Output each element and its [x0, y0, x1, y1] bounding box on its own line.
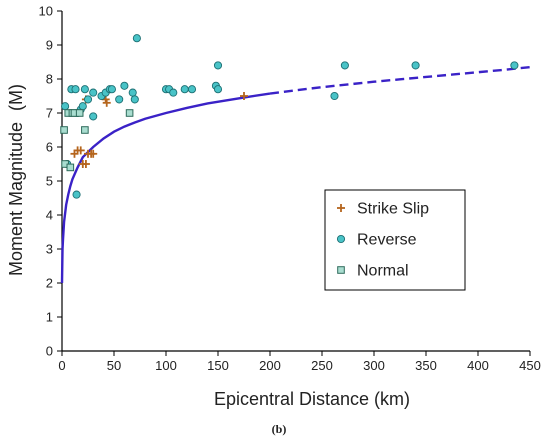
- normal-point: [66, 163, 75, 172]
- reverse-point: [80, 85, 89, 94]
- reverse-point: [411, 61, 420, 70]
- strike-slip-point: [89, 149, 98, 158]
- x-axis-title: Epicentral Distance (km): [214, 389, 410, 409]
- axes: 0 50 100 150 200 250 300 350 400 450 0 1 2 3 4 5 6 7 8 9 10: [39, 4, 541, 374]
- legend-label: Normal: [357, 263, 409, 280]
- y-tick-label: 6: [46, 140, 53, 155]
- reverse-point: [89, 88, 98, 97]
- reverse-point: [61, 102, 70, 111]
- strike-slip-point: [102, 98, 111, 107]
- x-tick-label: 400: [467, 358, 489, 373]
- y-tick-label: 7: [46, 106, 53, 121]
- y-axis-title: Moment Magnitude (M): [6, 84, 26, 276]
- y-tick-label: 4: [46, 208, 53, 223]
- strike-slip-point: [240, 92, 248, 100]
- x-tick-label: 150: [207, 358, 229, 373]
- reverse-point: [83, 95, 93, 104]
- reverse-point: [71, 85, 80, 94]
- x-tick-label: 350: [415, 358, 437, 373]
- legend-marker-reverse: [336, 234, 346, 244]
- legend-marker-strike-slip: [337, 204, 345, 212]
- reverse-point: [169, 88, 178, 97]
- y-axis-title-unit: (M): [6, 84, 26, 111]
- reverse-point: [213, 61, 223, 70]
- y-tick-label: 10: [39, 4, 53, 19]
- curve-solid-segment: [60, 92, 271, 284]
- reverse-point: [128, 88, 137, 97]
- reverse-point: [180, 85, 189, 94]
- reverse-point: [72, 190, 81, 199]
- normal-point: [81, 126, 89, 134]
- strike-slip-point: [81, 160, 90, 168]
- reverse-point: [213, 85, 223, 94]
- y-tick-label: 5: [46, 174, 53, 189]
- x-tick-label: 50: [107, 358, 121, 373]
- y-tick-label: 0: [46, 344, 53, 359]
- data-points: [60, 34, 519, 199]
- x-tick-label: 300: [363, 358, 385, 373]
- reverse-point: [340, 61, 349, 70]
- reverse-point: [78, 102, 87, 111]
- reverse-point: [132, 34, 141, 43]
- y-axis-title-main: Moment Magnitude: [6, 122, 26, 276]
- legend: Strike Slip Reverse Normal: [324, 189, 466, 291]
- strike-slip-point: [76, 146, 85, 155]
- y-tick-label: 3: [46, 242, 53, 257]
- legend-label: Reverse: [357, 232, 417, 249]
- reverse-point: [510, 61, 519, 70]
- reverse-point: [130, 95, 139, 104]
- x-tick-label: 450: [519, 358, 541, 373]
- y-tick-label: 8: [46, 72, 53, 87]
- magnitude-distance-curve: [60, 65, 531, 284]
- legend-marker-normal: [337, 266, 345, 274]
- x-tick-label: 100: [155, 358, 177, 373]
- reverse-point: [89, 112, 98, 121]
- reverse-point: [115, 95, 124, 104]
- legend-label: Strike Slip: [357, 201, 429, 218]
- legend-box: [324, 189, 466, 291]
- reverse-point: [330, 91, 339, 101]
- reverse-point: [187, 85, 197, 94]
- figure-caption: (b): [272, 422, 287, 436]
- y-tick-label: 1: [46, 310, 53, 325]
- x-tick-label: 200: [259, 358, 281, 373]
- normal-point: [75, 109, 84, 117]
- y-tick-label: 2: [46, 276, 53, 291]
- normal-point: [60, 126, 68, 134]
- x-tick-label: 250: [311, 358, 333, 373]
- y-tick-label: 9: [46, 38, 53, 53]
- normal-point: [125, 109, 134, 117]
- reverse-point: [107, 85, 116, 94]
- reverse-point: [120, 81, 129, 90]
- x-tick-label: 0: [58, 358, 65, 373]
- curve-dashed-segment: [269, 65, 531, 95]
